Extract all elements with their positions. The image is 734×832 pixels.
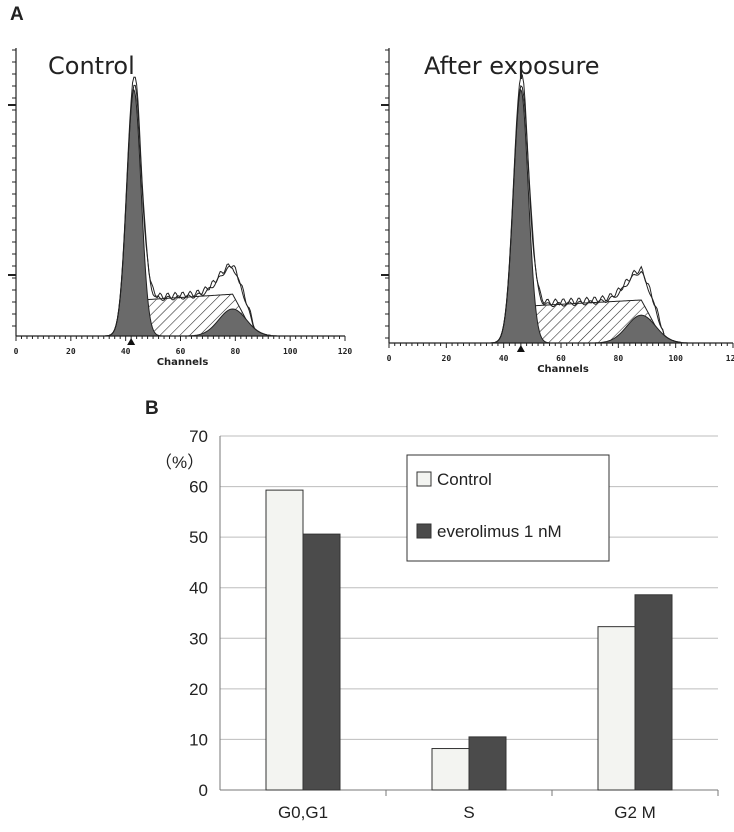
x-tick-label: S bbox=[463, 803, 474, 822]
y-tick-label: 70 bbox=[189, 427, 208, 446]
histogram-x-tick-label: 0 bbox=[387, 354, 392, 363]
legend: Control everolimus 1 nM bbox=[406, 454, 610, 562]
x-tick-label: G0,G1 bbox=[278, 803, 328, 822]
histogram-x-tick-label: 20 bbox=[442, 354, 452, 363]
y-tick-label: 0 bbox=[199, 781, 208, 800]
histogram-panel: Control 0 20 40 60 80 100 120 Channels After exp… bbox=[8, 48, 734, 375]
legend-box bbox=[406, 454, 610, 562]
x-tick-label: G2 M bbox=[614, 803, 656, 822]
y-tick-label: 60 bbox=[189, 478, 208, 497]
panel-a-label: A bbox=[10, 4, 24, 25]
histogram-envelope bbox=[100, 76, 272, 337]
y-tick-label: 20 bbox=[189, 680, 208, 699]
histogram-x-tick-label: 80 bbox=[231, 347, 241, 356]
histogram-x-tick-label: 100 bbox=[283, 347, 298, 356]
histogram-x-tick-label: 0 bbox=[14, 347, 19, 356]
histogram-after-exposure: After exposure 0 20 40 60 80 100 120 Channels bbox=[381, 48, 734, 375]
histogram-x-tick-label: 60 bbox=[176, 347, 186, 356]
histogram-x-axis-label: Channels bbox=[537, 364, 589, 375]
histogram-x-tick-label: 60 bbox=[556, 354, 566, 363]
bar-everolimus bbox=[302, 533, 341, 791]
bar-control bbox=[597, 626, 636, 791]
histogram-x-tick-label: 40 bbox=[121, 347, 131, 356]
y-axis-label: （%） bbox=[155, 453, 204, 472]
histogram-x-axis-label: Channels bbox=[157, 357, 209, 368]
y-tick-label: 30 bbox=[189, 629, 208, 648]
y-tick-label: 10 bbox=[189, 730, 208, 749]
panel-b-label: B bbox=[145, 398, 159, 419]
histogram-x-tick-label: 100 bbox=[668, 354, 683, 363]
histogram-x-tick-label: 120 bbox=[338, 347, 353, 356]
bar-control bbox=[431, 748, 470, 791]
y-tick-label: 50 bbox=[189, 528, 208, 547]
legend-label: everolimus 1 nM bbox=[437, 522, 562, 541]
bar-everolimus bbox=[468, 736, 507, 791]
histogram-x-tick-label: 20 bbox=[66, 347, 76, 356]
legend-label: Control bbox=[437, 470, 492, 489]
histogram-x-tick-label: 120 bbox=[726, 354, 734, 363]
histogram-control: Control 0 20 40 60 80 100 120 Channels bbox=[8, 48, 352, 368]
legend-swatch bbox=[416, 471, 432, 487]
bar-control bbox=[265, 489, 304, 791]
y-tick-label: 40 bbox=[189, 579, 208, 598]
peak-marker-icon bbox=[127, 338, 136, 345]
histogram-title: Control bbox=[48, 52, 135, 80]
histogram-envelope bbox=[486, 84, 682, 344]
legend-swatch bbox=[416, 523, 432, 539]
peak-marker-icon bbox=[516, 345, 525, 352]
histogram-envelope bbox=[486, 74, 682, 344]
histogram-x-tick-label: 40 bbox=[499, 354, 509, 363]
histogram-x-tick-label: 80 bbox=[614, 354, 624, 363]
histogram-title: After exposure bbox=[424, 52, 600, 80]
bar-everolimus bbox=[634, 594, 673, 791]
